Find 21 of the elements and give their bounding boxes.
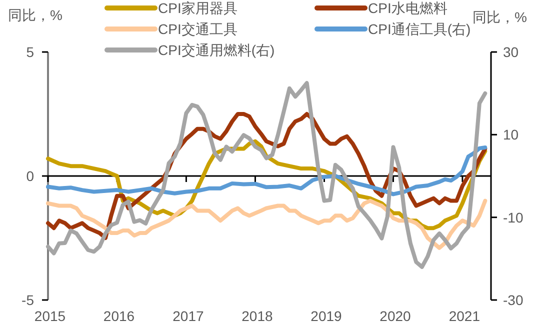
y2-tick-label: 30: [503, 44, 519, 60]
x-tick-label: 2021: [448, 308, 480, 324]
y2-tick-label: -30: [503, 292, 524, 308]
legend-label: CPI家用器具: [158, 0, 238, 16]
legend-label: CPI交通工具: [158, 21, 238, 37]
x-tick-label: 2015: [34, 308, 66, 324]
y-axis-title: 同比，%: [8, 7, 62, 23]
legend-label: CPI水电燃料: [368, 0, 448, 16]
legend-label: CPI通信工具(右): [368, 21, 471, 37]
x-tick-label: 2019: [310, 308, 342, 324]
y-tick-label: -5: [22, 292, 34, 308]
x-tick-label: 2020: [380, 308, 412, 324]
x-tick-label: 2016: [103, 308, 135, 324]
y2-tick-label: -10: [503, 209, 524, 226]
legend-label: CPI交通用燃料(右): [158, 42, 275, 58]
y2-axis-title: 同比，%: [472, 9, 527, 25]
y-tick-label: 5: [26, 44, 34, 60]
y-tick-label: 0: [26, 168, 34, 184]
x-tick-label: 2017: [172, 308, 204, 324]
x-tick-label: 2018: [242, 308, 274, 324]
y2-tick-label: 10: [503, 126, 519, 143]
